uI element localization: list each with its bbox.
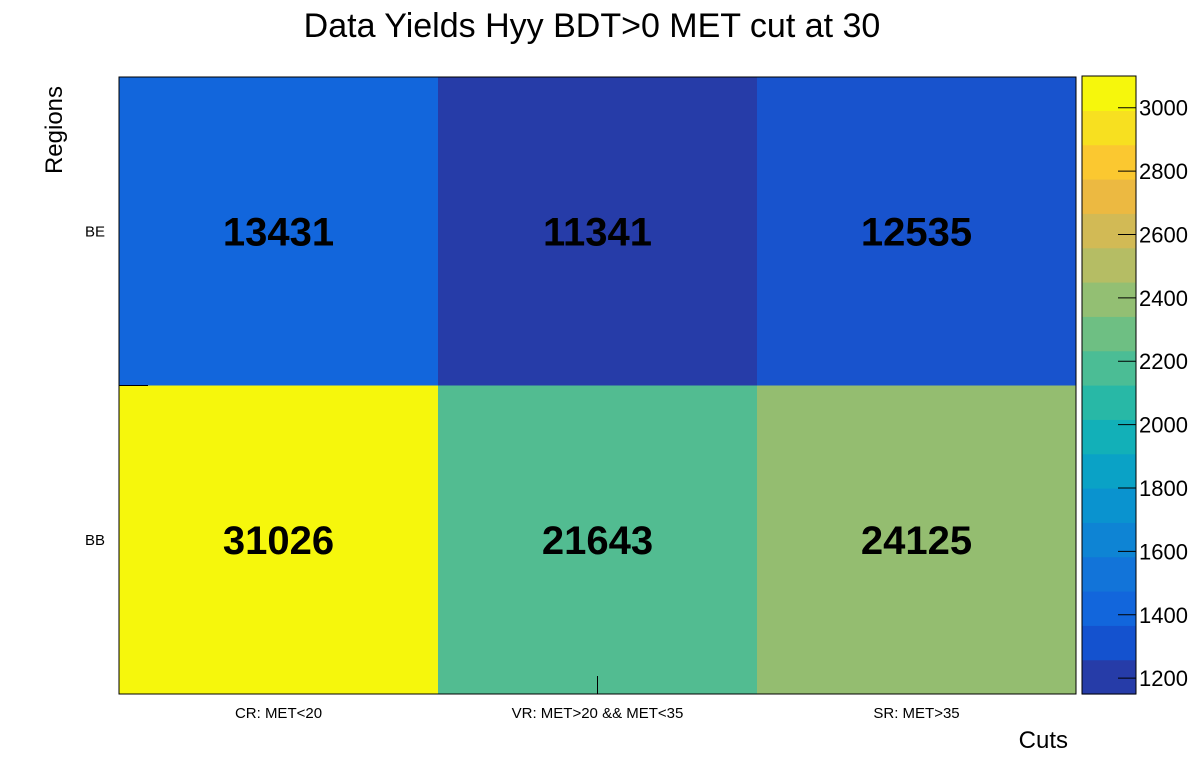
palette-frame (1081, 75, 1137, 695)
palette-tick-label: 2400 (1139, 286, 1188, 311)
cell-value-label: 12535 (861, 210, 972, 254)
cell-value-label: 13431 (223, 210, 334, 254)
cell-value-label: 21643 (542, 519, 653, 563)
y-tick-label: BE (85, 223, 105, 240)
palette-tick-label: 1200 (1139, 666, 1188, 691)
x-axis-title: Cuts (1019, 727, 1068, 754)
axis-ticks: CR: MET<20 VR: MET>20 && MET<35 SR: MET>35… (85, 76, 1077, 722)
palette-tick-label: 3000 (1139, 96, 1188, 121)
palette-tick-label: 2200 (1139, 349, 1188, 374)
heatmap-cell (119, 77, 438, 386)
cell-value-label: 31026 (223, 519, 334, 563)
y-axis-title: Regions (41, 86, 68, 174)
palette-swatch (1082, 316, 1136, 352)
cell-value-label: 11341 (543, 210, 652, 254)
palette-tick-label: 1600 (1139, 539, 1188, 564)
heatmap-cell (438, 77, 757, 386)
x-tick-label: CR: MET<20 (235, 705, 322, 722)
palette-swatch (1082, 419, 1136, 455)
y-tick-label: BB (85, 532, 105, 549)
palette-tick-label: 1800 (1139, 476, 1188, 501)
palette-swatch (1082, 453, 1136, 489)
palette-swatch (1082, 350, 1136, 386)
x-tick-label: VR: MET>20 && MET<35 (512, 705, 684, 722)
palette-swatch (1082, 76, 1136, 111)
palette-swatch (1082, 213, 1136, 249)
palette-swatch (1082, 522, 1136, 558)
palette-swatch (1082, 556, 1136, 592)
palette-tick-label: 2800 (1139, 159, 1188, 184)
palette-swatch (1082, 282, 1136, 317)
palette-swatch (1082, 385, 1136, 420)
heatmap-cell (438, 385, 757, 694)
chart-title: Data Yields Hyy BDT>0 MET cut at 30 (304, 7, 881, 45)
heatmap-cell (757, 77, 1076, 386)
color-palette: 1200 1400 1600 1800 2000 2200 2400 2600 2800 3000 (1081, 75, 1188, 695)
palette-tick-label: 1400 (1139, 603, 1188, 628)
heatmap-cell (757, 385, 1076, 694)
palette-swatch (1082, 488, 1136, 523)
x-tick-label: SR: MET>35 (873, 705, 959, 722)
palette-swatch (1082, 247, 1136, 283)
heatmap-cells: 13431 11341 12535 31026 21643 24125 (119, 77, 1076, 694)
palette-swatch (1082, 144, 1136, 180)
palette-tick-label: 2000 (1139, 413, 1188, 438)
palette-swatch (1082, 659, 1136, 695)
heatmap-cell (119, 385, 438, 694)
cell-value-label: 24125 (861, 519, 972, 563)
palette-swatch (1082, 179, 1136, 214)
palette-swatch (1082, 625, 1136, 661)
palette-tick-label: 2600 (1139, 222, 1188, 247)
palette-swatch (1082, 591, 1136, 626)
palette-swatch (1082, 110, 1136, 146)
